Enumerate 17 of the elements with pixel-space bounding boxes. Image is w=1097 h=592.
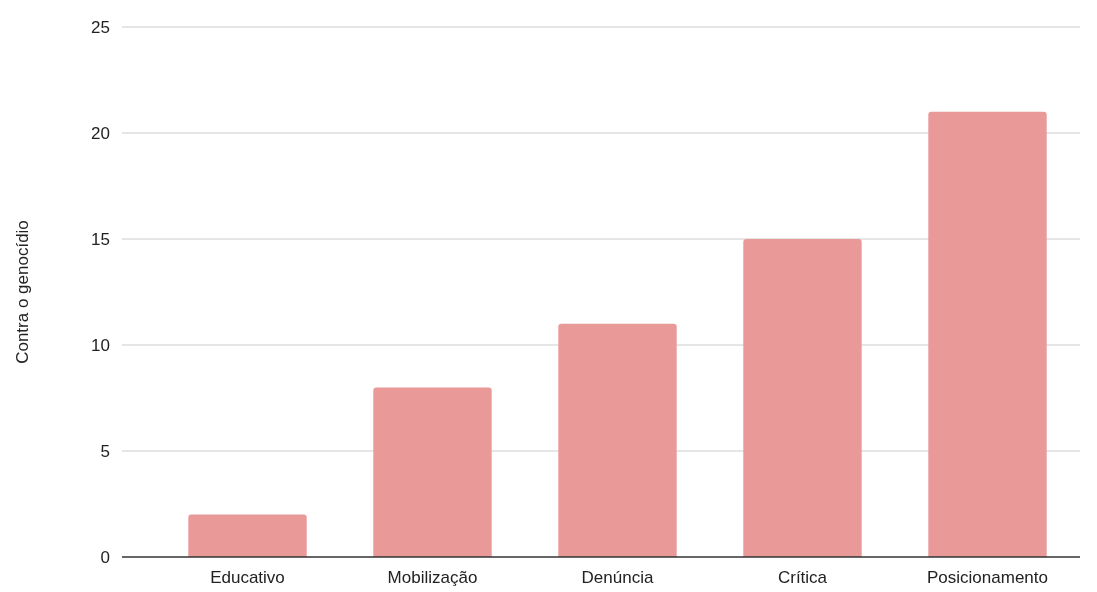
y-tick-label: 10 [91, 335, 110, 355]
bar [188, 514, 307, 557]
x-tick-label: Crítica [777, 568, 828, 587]
bar [928, 111, 1047, 557]
x-tick-label: Denúncia [581, 568, 654, 587]
y-tick-label: 20 [91, 123, 110, 143]
x-tick-label: Educativo [210, 568, 285, 587]
y-tick-label: 15 [91, 229, 110, 249]
y-tick-label: 25 [91, 17, 110, 37]
x-tick-label: Posicionamento [927, 568, 1048, 587]
y-tick-label: 0 [100, 547, 110, 567]
bar [558, 323, 677, 557]
bar [743, 239, 862, 557]
bar [373, 387, 492, 557]
y-axis-title: Contra o genocídio [13, 220, 32, 364]
x-tick-label: Mobilização [387, 568, 478, 587]
y-tick-label: 5 [100, 441, 110, 461]
